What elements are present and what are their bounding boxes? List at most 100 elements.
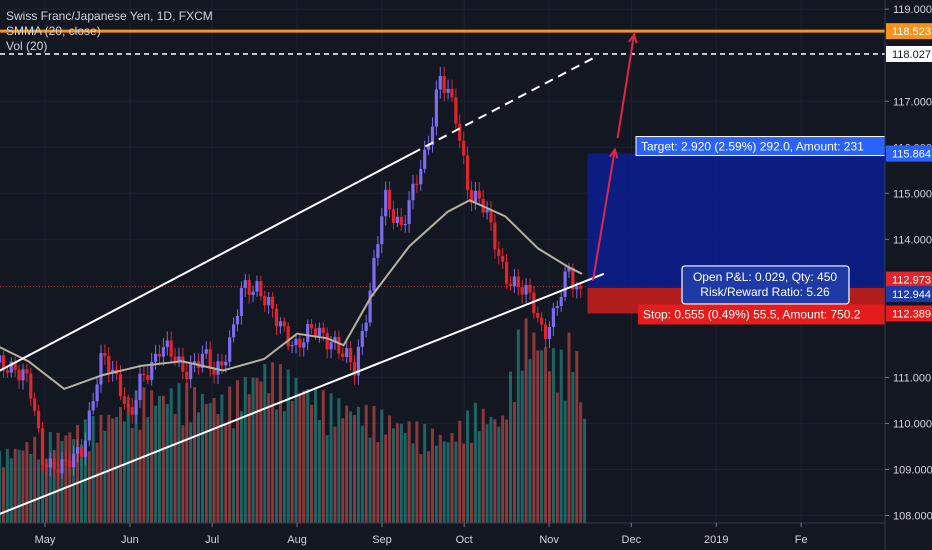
candle-body bbox=[567, 267, 571, 272]
candle-body bbox=[161, 347, 165, 357]
price-tick-label: 114.000 bbox=[893, 234, 932, 246]
volume-bar bbox=[247, 394, 251, 523]
candle-body bbox=[13, 361, 17, 370]
candle-body bbox=[419, 168, 423, 185]
candle-body bbox=[64, 459, 68, 461]
price-badge-label: 118.027 bbox=[892, 49, 931, 61]
chart-legend: Swiss Franc/Japanese Yen, 1D, FXCM SMMA … bbox=[6, 9, 213, 54]
candle-body bbox=[313, 328, 318, 337]
volume-bar bbox=[9, 458, 13, 523]
volume-bar bbox=[115, 416, 119, 523]
volume-bar bbox=[466, 410, 470, 523]
channel-upper-line bbox=[0, 152, 413, 372]
volume-bar bbox=[442, 441, 446, 523]
volume-bar bbox=[579, 402, 583, 523]
candle-body bbox=[165, 340, 169, 348]
volume-bar bbox=[376, 442, 380, 523]
volume-bar bbox=[154, 405, 158, 523]
candle-body bbox=[204, 349, 208, 354]
volume-bar bbox=[21, 450, 25, 523]
volume-bar bbox=[450, 432, 454, 523]
channel-lower-line bbox=[0, 272, 605, 515]
candle-body bbox=[228, 337, 232, 362]
volume-bar bbox=[232, 428, 236, 523]
candle-body bbox=[462, 140, 466, 156]
volume-bar bbox=[333, 426, 337, 523]
candle-body bbox=[423, 149, 427, 169]
volume-bar bbox=[60, 441, 64, 523]
candle-body bbox=[247, 280, 251, 295]
volume-bar bbox=[317, 419, 321, 523]
price-badge-label: 118.523 bbox=[892, 26, 931, 38]
candle-body bbox=[563, 271, 567, 297]
volume-bar bbox=[193, 387, 197, 523]
volume-bar bbox=[259, 381, 263, 523]
candle-body bbox=[146, 375, 150, 380]
volume-bar bbox=[384, 434, 388, 523]
candle-body bbox=[450, 88, 454, 98]
volume-bar bbox=[255, 377, 259, 523]
price-badge bbox=[886, 23, 932, 40]
candle-body bbox=[540, 317, 544, 325]
volume-bar bbox=[403, 432, 407, 523]
volume-bar bbox=[239, 411, 243, 523]
candle-body bbox=[352, 362, 357, 376]
candle-body bbox=[91, 401, 95, 411]
volume-bar bbox=[310, 404, 314, 523]
volume-indicator-label: Vol (20) bbox=[6, 39, 48, 53]
candle-body bbox=[504, 261, 509, 284]
candle-body bbox=[134, 400, 138, 415]
candle-body bbox=[9, 361, 13, 373]
price-badge-label: 115.864 bbox=[892, 149, 931, 161]
candle-body bbox=[72, 453, 76, 468]
stop-label: Stop: 0.555 (0.49%) 55.5, Amount: 750.2 bbox=[643, 307, 861, 321]
candle-body bbox=[329, 342, 333, 350]
candle-body bbox=[130, 407, 134, 415]
volume-bar bbox=[189, 422, 193, 523]
volume-bar bbox=[5, 448, 9, 523]
candle-body bbox=[302, 342, 306, 348]
candle-body bbox=[411, 183, 415, 201]
candle-body bbox=[536, 313, 540, 318]
volume-bar bbox=[407, 421, 411, 523]
candle-body bbox=[528, 285, 532, 293]
volume-bar bbox=[33, 436, 37, 523]
candle-body bbox=[575, 286, 579, 290]
candle-body bbox=[212, 369, 216, 375]
volume-bar bbox=[302, 390, 306, 523]
candle-body bbox=[150, 361, 154, 380]
candle-body bbox=[551, 308, 555, 328]
candle-body bbox=[493, 222, 497, 250]
price-badge-label: 112.973 bbox=[892, 275, 931, 287]
candle-body bbox=[333, 336, 337, 343]
volume-bar bbox=[306, 388, 310, 523]
candle-body bbox=[48, 458, 52, 468]
volume-bar bbox=[337, 398, 341, 523]
volume-bar bbox=[423, 423, 427, 523]
price-tick-label: 115.000 bbox=[893, 188, 932, 200]
volume-bar bbox=[17, 449, 21, 523]
volume-bar bbox=[76, 424, 80, 523]
candle-body bbox=[157, 353, 162, 357]
volume-bar bbox=[501, 415, 505, 523]
channel-upper-extension bbox=[411, 55, 597, 155]
candle-body bbox=[325, 332, 329, 350]
volume-bar bbox=[294, 378, 298, 523]
candle-body bbox=[270, 296, 275, 309]
volume-bar bbox=[349, 411, 353, 523]
volume-bar bbox=[388, 415, 392, 523]
candle-body bbox=[543, 324, 548, 339]
candle-body bbox=[95, 384, 99, 402]
volume-bar bbox=[520, 370, 524, 523]
volume-bar bbox=[458, 420, 462, 523]
candle-body bbox=[559, 296, 563, 306]
candle-body bbox=[52, 458, 56, 469]
candle-body bbox=[407, 200, 411, 224]
time-tick-label: Jun bbox=[121, 534, 139, 546]
candle-body bbox=[348, 348, 353, 363]
volume-bar bbox=[44, 459, 48, 523]
volume-bar bbox=[99, 414, 103, 523]
candle-body bbox=[189, 363, 193, 380]
volume-bar bbox=[290, 401, 294, 523]
